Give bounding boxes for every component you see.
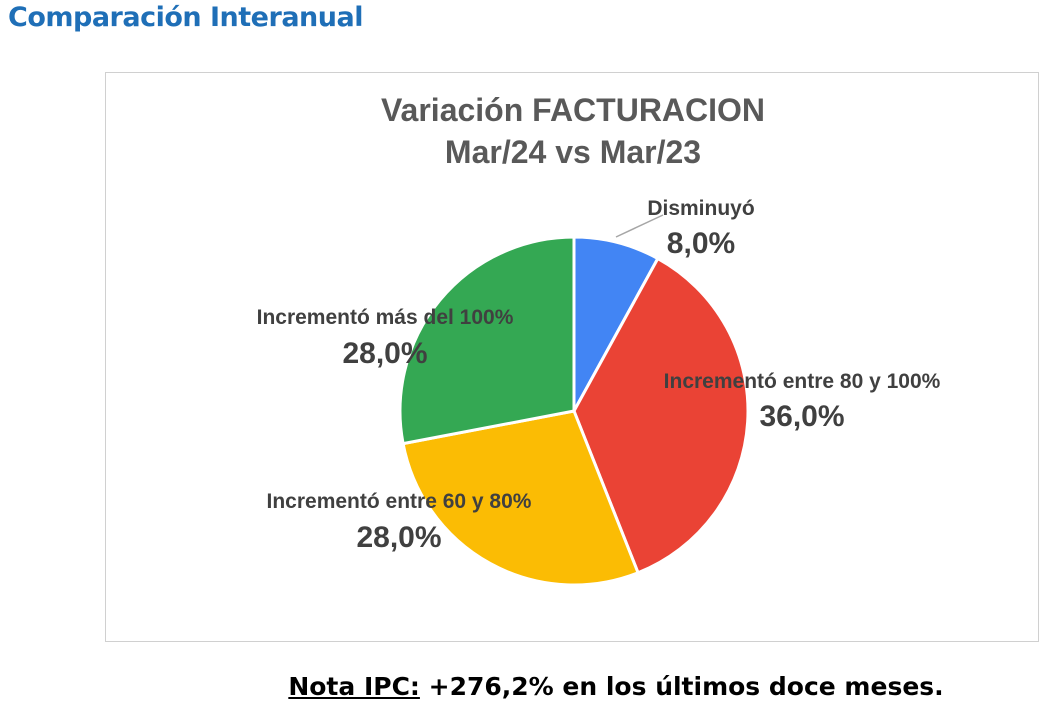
slice-value-mas-del-100: 28,0% (342, 337, 427, 370)
pie-slice-entre-60-y-80 (401, 409, 641, 587)
slice-name-mas-del-100: Incrementó más del 100% (257, 306, 514, 329)
slice-name-entre-60-y-80: Incrementó entre 60 y 80% (267, 490, 532, 513)
note-label: Nota IPC: (288, 672, 420, 701)
page-heading: Comparación Interanual (8, 2, 363, 33)
chart-title-line-1: Variación FACTURACION (381, 92, 765, 128)
pie-slice-mas-del-100 (398, 235, 576, 446)
chart-frame: Variación FACTURACION Mar/24 vs Mar/23 D… (105, 72, 1039, 642)
slice-name-disminuyo: Disminuyó (647, 197, 754, 220)
pie-slice-entre-80-y-100 (572, 256, 750, 575)
pie-chart: Variación FACTURACION Mar/24 vs Mar/23 D… (257, 92, 941, 587)
pie-slices (398, 235, 750, 587)
ipc-note: Nota IPC: +276,2% en los últimos doce me… (0, 672, 1052, 701)
slice-name-entre-80-y-100: Incrementó entre 80 y 100% (664, 370, 941, 393)
slice-value-disminuyo: 8,0% (667, 227, 735, 260)
note-text: +276,2% en los últimos doce meses. (419, 672, 944, 701)
leader-line (615, 214, 664, 238)
slice-value-entre-80-y-100: 36,0% (759, 400, 844, 433)
slice-labels: Disminuyó 8,0% Incrementó entre 80 y 100% 3… (257, 197, 941, 554)
slice-value-entre-60-y-80: 28,0% (356, 521, 441, 554)
chart-title-line-2: Mar/24 vs Mar/23 (445, 134, 701, 170)
